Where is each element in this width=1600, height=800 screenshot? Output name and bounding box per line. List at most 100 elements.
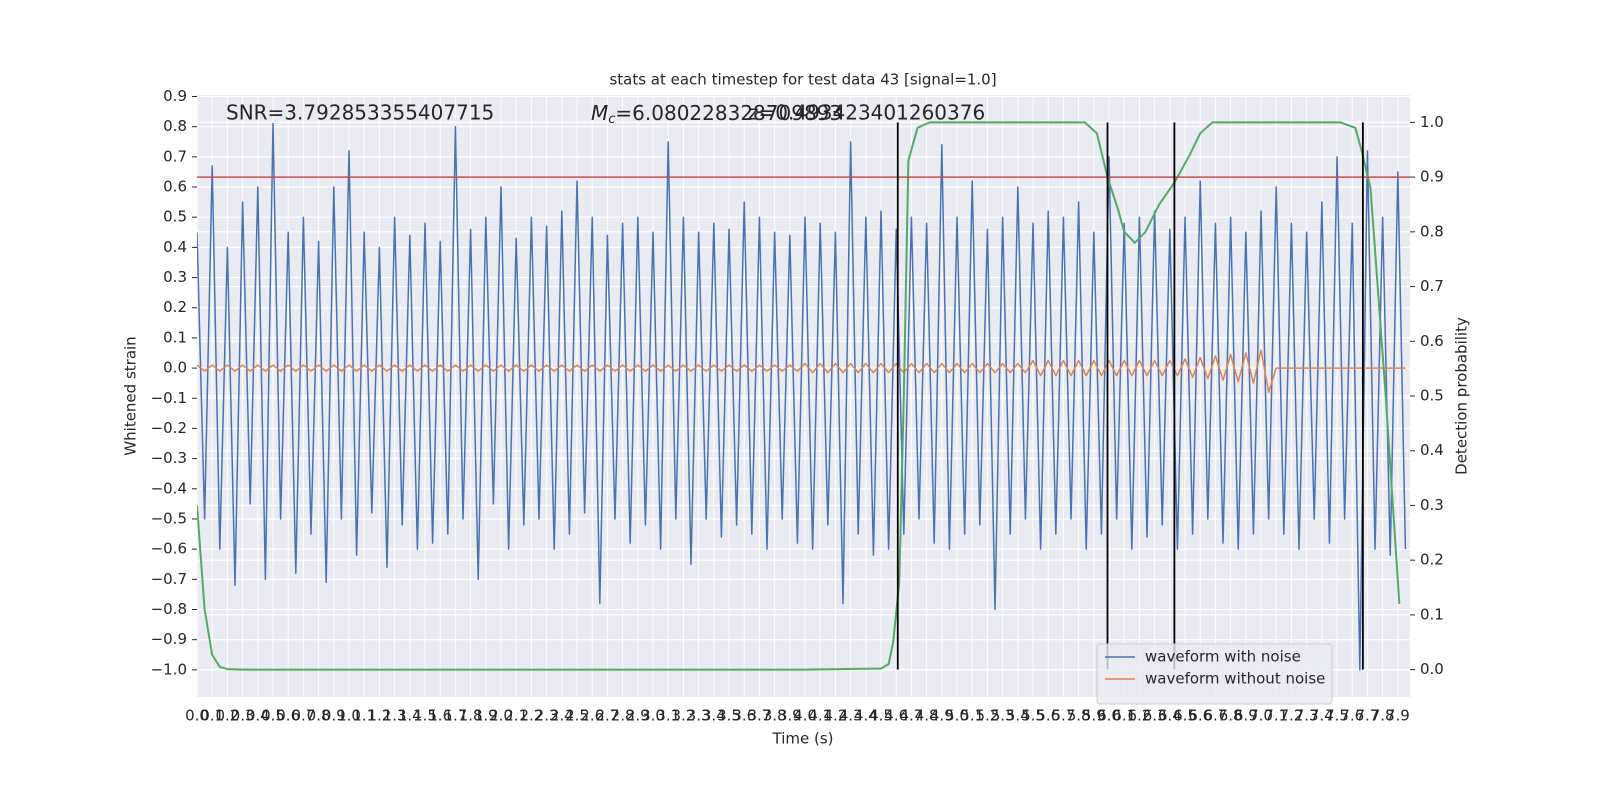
x-tick-label: 2.0 <box>489 707 513 725</box>
x-tick-label: 3.0 <box>641 707 665 725</box>
x-tick-label: 3.1 <box>656 707 680 725</box>
x-tick-label: 6.1 <box>1112 707 1136 725</box>
x-tick-label: 6.5 <box>1173 707 1197 725</box>
x-tick-label: 2.7 <box>595 707 619 725</box>
x-tick-label: 1.2 <box>367 707 391 725</box>
x-tick-label: 4.0 <box>793 707 817 725</box>
x-tick-label: 6.7 <box>1204 707 1228 725</box>
x-tick-label: 5.5 <box>1021 707 1045 725</box>
x-tick-label: 2.6 <box>580 707 604 725</box>
y-tick-label: −0.7 <box>151 570 187 588</box>
y2-tick-label: 0.5 <box>1420 387 1444 405</box>
x-tick-label: 2.5 <box>565 707 589 725</box>
chart-title: stats at each timestep for test data 43 … <box>609 71 996 89</box>
y-tick-label: 0.1 <box>163 328 187 346</box>
x-tick-label: 5.9 <box>1082 707 1106 725</box>
y-tick-label: −0.1 <box>151 389 187 407</box>
x-tick-label: 6.4 <box>1158 707 1182 725</box>
x-tick-label: 0.5 <box>261 707 285 725</box>
x-tick-label: 5.0 <box>945 707 969 725</box>
y2-tick-label: 0.1 <box>1420 605 1444 623</box>
x-tick-label: 1.9 <box>474 707 498 725</box>
x-tick-label: 2.3 <box>535 707 559 725</box>
x-tick-label: 7.2 <box>1280 707 1304 725</box>
x-tick-label: 0.3 <box>231 707 255 725</box>
x-tick-label: 4.5 <box>869 707 893 725</box>
y2-tick-label: 0.3 <box>1420 496 1444 514</box>
annotation-symbol: M <box>591 101 608 125</box>
x-tick-label: 7.6 <box>1340 707 1364 725</box>
x-axis-label: Time (s) <box>772 730 834 748</box>
y-axis-label: Whitened strain <box>122 336 140 455</box>
y-tick-label: 0.5 <box>163 208 187 226</box>
x-tick-label: 6.6 <box>1188 707 1212 725</box>
x-tick-label: 6.8 <box>1219 707 1243 725</box>
x-tick-label: 4.4 <box>854 707 878 725</box>
y-tick-label: 0.3 <box>163 268 187 286</box>
legend-box <box>1096 643 1333 705</box>
x-tick-label: 5.3 <box>991 707 1015 725</box>
x-tick-label: 1.5 <box>413 707 437 725</box>
x-tick-label: 7.4 <box>1310 707 1334 725</box>
x-tick-label: 6.9 <box>1234 707 1258 725</box>
x-tick-label: 1.8 <box>459 707 483 725</box>
x-tick-label: 0.8 <box>307 707 331 725</box>
x-tick-label: 1.4 <box>398 707 422 725</box>
x-tick-label: 5.7 <box>1051 707 1075 725</box>
y-tick-label: 0.8 <box>163 117 187 135</box>
legend-label: waveform with noise <box>1145 648 1301 666</box>
x-tick-label: 3.5 <box>717 707 741 725</box>
x-tick-label: 4.8 <box>915 707 939 725</box>
y-tick-label: −1.0 <box>151 660 187 678</box>
x-tick-label: 4.7 <box>899 707 923 725</box>
y-tick-label: −0.6 <box>151 540 187 558</box>
x-tick-label: 6.3 <box>1143 707 1167 725</box>
annotation: Mc=6.080228328709893 <box>591 101 842 127</box>
x-tick-label: 0.0 <box>185 707 209 725</box>
y2-tick-label: 0.2 <box>1420 551 1444 569</box>
x-tick-label: 2.8 <box>611 707 635 725</box>
x-tick-label: 3.7 <box>747 707 771 725</box>
x-tick-label: 1.0 <box>337 707 361 725</box>
annotation-value: =6.080228328709893 <box>615 101 842 125</box>
x-tick-label: 3.2 <box>671 707 695 725</box>
x-tick-label: 1.3 <box>383 707 407 725</box>
annotation: SNR=3.792853355407715 <box>226 101 494 125</box>
y-tick-label: 0.9 <box>163 87 187 105</box>
x-tick-label: 4.1 <box>808 707 832 725</box>
x-tick-label: 0.4 <box>246 707 270 725</box>
y-tick-label: −0.4 <box>151 479 187 497</box>
series-line <box>197 349 1406 393</box>
x-tick-label: 3.6 <box>732 707 756 725</box>
x-tick-label: 7.3 <box>1295 707 1319 725</box>
y2-axis-label: Detection probability <box>1453 317 1471 475</box>
labels: 0.00.10.20.30.40.50.60.70.80.91.01.11.21… <box>151 87 1444 724</box>
x-tick-label: 4.6 <box>884 707 908 725</box>
x-tick-label: 6.0 <box>1097 707 1121 725</box>
x-tick-label: 6.2 <box>1128 707 1152 725</box>
x-tick-label: 3.4 <box>702 707 726 725</box>
x-tick-label: 4.9 <box>930 707 954 725</box>
annotation-subscript: c <box>608 112 615 127</box>
x-tick-label: 7.0 <box>1249 707 1273 725</box>
annotation: z=0.493423401260376 <box>748 101 985 125</box>
series-line <box>197 122 1407 671</box>
x-tick-label: 1.7 <box>443 707 467 725</box>
x-tick-label: 5.8 <box>1067 707 1091 725</box>
legend: waveform with noise waveform without nois… <box>1096 643 1333 705</box>
x-tick-label: 7.8 <box>1371 707 1395 725</box>
x-tick-label: 4.3 <box>839 707 863 725</box>
y-tick-label: −0.5 <box>151 509 187 527</box>
x-tick-label: 5.4 <box>1006 707 1030 725</box>
y-tick-label: 0.6 <box>163 178 187 196</box>
x-tick-label: 3.8 <box>763 707 787 725</box>
x-tick-label: 7.9 <box>1386 707 1410 725</box>
x-tick-label: 4.2 <box>823 707 847 725</box>
legend-label: waveform without noise <box>1145 670 1325 688</box>
y-tick-label: −0.3 <box>151 449 187 467</box>
x-tick-label: 5.1 <box>960 707 984 725</box>
x-tick-label: 7.7 <box>1356 707 1380 725</box>
x-tick-label: 1.1 <box>352 707 376 725</box>
x-tick-label: 7.5 <box>1325 707 1349 725</box>
